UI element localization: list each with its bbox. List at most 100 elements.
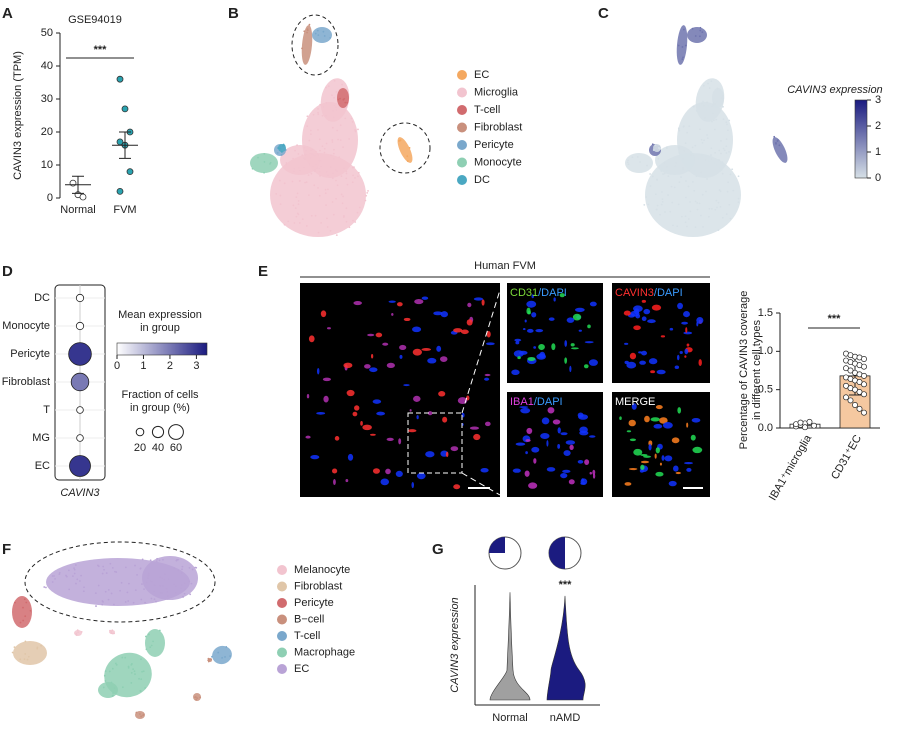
cell [775, 142, 777, 144]
significance: *** [94, 44, 108, 56]
legend-label: EC [474, 69, 489, 81]
cell [331, 177, 334, 180]
cell [354, 130, 357, 133]
cluster-area [280, 145, 320, 175]
signal [323, 395, 329, 403]
cell [680, 176, 682, 178]
signal [571, 347, 579, 350]
colorbar [854, 99, 868, 179]
colorbar-tick-label: 2 [875, 120, 881, 132]
cell [318, 138, 321, 141]
signal [440, 311, 449, 318]
channel-label: IBA1/DAPI [510, 396, 563, 408]
cell [181, 565, 184, 568]
signal [548, 317, 555, 321]
signal [698, 359, 702, 366]
channel-label: MERGE [615, 396, 655, 408]
channel-label-part: /DAPI [654, 287, 683, 299]
signal [399, 354, 403, 359]
pie-slice [489, 537, 505, 553]
cell [278, 147, 281, 150]
cell [297, 213, 300, 216]
cell [110, 681, 113, 684]
cell [140, 658, 142, 661]
signal [382, 342, 389, 346]
panel-label: D [2, 263, 13, 280]
legend-label: B−cell [294, 613, 324, 625]
cell [27, 655, 30, 658]
cell [127, 665, 130, 668]
cell [677, 44, 680, 47]
cell [324, 192, 327, 195]
colorbar [116, 342, 208, 356]
cell [674, 165, 677, 168]
cell [708, 207, 711, 210]
cell [331, 126, 334, 129]
signal [684, 348, 689, 355]
cluster-area [98, 682, 118, 698]
cell [719, 190, 722, 193]
cell [307, 174, 310, 177]
cell [75, 632, 78, 635]
cell [357, 171, 360, 174]
cell [124, 601, 127, 603]
legend-label: Microglia [474, 86, 519, 98]
cell [96, 564, 99, 567]
cell [339, 97, 341, 100]
cluster [211, 645, 232, 665]
signal [528, 482, 538, 489]
cell [296, 192, 299, 195]
cell [301, 47, 303, 50]
cell [111, 566, 114, 569]
data-point [852, 386, 858, 393]
cell [631, 156, 634, 159]
cell [681, 46, 684, 48]
image-title: Human FVM [474, 260, 536, 272]
cell [654, 144, 657, 146]
cell [367, 189, 369, 192]
signal [412, 348, 422, 356]
data-point [861, 372, 867, 379]
signal [411, 481, 415, 489]
cell [319, 149, 321, 152]
colorbar-tick-label: 2 [167, 360, 173, 372]
signal [473, 297, 484, 301]
dot [68, 342, 92, 366]
cell [176, 559, 178, 561]
signal [367, 333, 375, 337]
cell [354, 221, 357, 223]
cell [158, 629, 161, 632]
cluster [655, 145, 695, 175]
legend-label: EC [294, 663, 309, 675]
cell [251, 167, 254, 170]
cell [728, 119, 731, 122]
cell [314, 214, 317, 217]
cell [140, 715, 143, 718]
signal [673, 465, 679, 472]
cell [304, 181, 306, 184]
cell [107, 598, 110, 601]
signal [583, 364, 589, 369]
cell [104, 670, 107, 673]
significance: *** [559, 579, 573, 591]
cell [292, 204, 295, 207]
signal [643, 308, 651, 315]
cluster [74, 629, 83, 636]
cell [646, 164, 648, 167]
cluster [652, 144, 662, 152]
signal [372, 468, 380, 474]
cell [149, 559, 152, 562]
signal [453, 484, 461, 490]
cell [681, 58, 684, 61]
cell [317, 111, 319, 114]
signal [450, 446, 459, 452]
colorbar-tick-label: 3 [193, 360, 199, 372]
cell [316, 29, 319, 32]
signal [638, 351, 643, 354]
cell [684, 221, 687, 224]
signal [486, 331, 491, 338]
cell [340, 175, 343, 178]
cell [309, 156, 312, 159]
cell [208, 659, 211, 662]
signal [669, 327, 674, 331]
